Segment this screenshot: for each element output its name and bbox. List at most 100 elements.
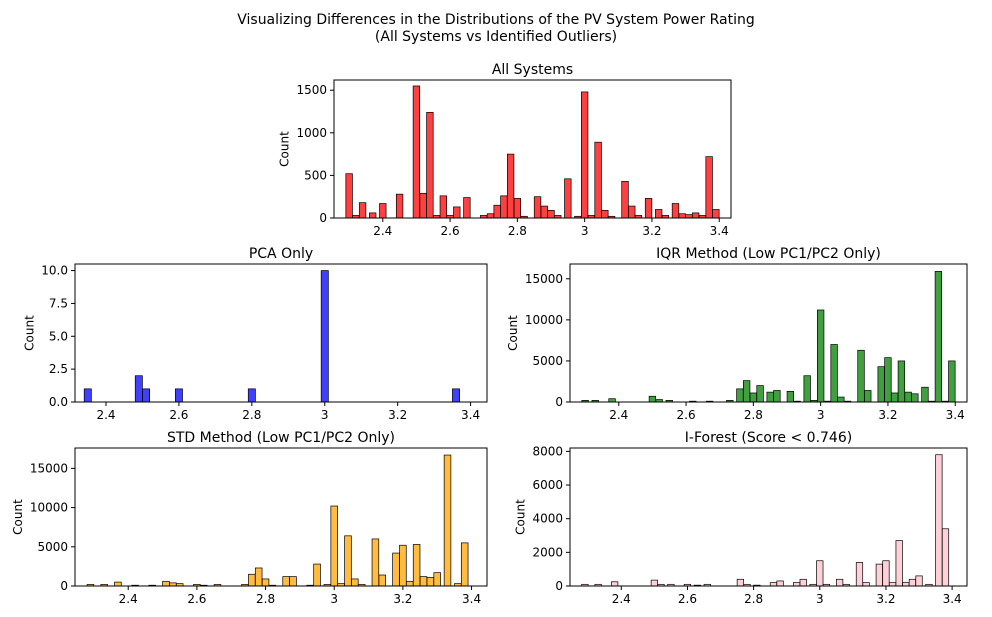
histogram-bar — [891, 392, 899, 403]
chart-all-systems: 2.4 2.6 2.8 3 3.2 3.4 0 500 1000 1500 All Systems C… — [277, 62, 732, 238]
y-tick-label: 1000 — [296, 126, 327, 140]
y-axis-label: Count — [506, 315, 520, 351]
histogram-bar — [628, 205, 636, 219]
y-tick-label: 5000 — [532, 354, 563, 368]
histogram-bar — [547, 209, 555, 219]
histogram-bar — [773, 390, 781, 403]
x-tick-label: 2.8 — [744, 408, 763, 422]
histogram-bar — [705, 156, 713, 219]
x-tick-label: 3.4 — [943, 592, 962, 606]
chart-title: IQR Method (Low PC1/PC2 Only) — [656, 246, 881, 262]
histogram-bar — [671, 203, 680, 219]
histogram-bar — [248, 573, 256, 587]
histogram-bar — [776, 580, 784, 587]
chart-title: I-Forest (Score < 0.746) — [685, 430, 852, 446]
histogram-bar — [460, 542, 469, 587]
histogram-bar — [344, 535, 352, 587]
histogram-bar — [816, 560, 824, 587]
histogram-bar — [345, 173, 353, 219]
histogram-bar — [433, 572, 441, 587]
histogram-bar — [533, 196, 542, 219]
histogram-bar — [261, 578, 270, 587]
histogram-bar — [486, 213, 495, 219]
x-tick-label: 3 — [581, 224, 589, 238]
histogram-bar — [254, 567, 263, 587]
histogram-bar — [358, 202, 367, 219]
histogram-bar — [769, 582, 778, 587]
histogram-bar — [855, 562, 864, 587]
histogram-bar — [378, 574, 387, 587]
x-tick-label: 2.6 — [678, 592, 697, 606]
histogram-bar — [313, 563, 321, 587]
histogram-bar — [289, 576, 297, 587]
chart-iqr-method: 2.4 2.6 2.8 3 3.2 3.4 0 5000 10000 15000 IQR Metho… — [506, 246, 968, 422]
histogram-bar — [875, 563, 883, 587]
histogram-bar — [412, 544, 421, 587]
histogram-bar — [282, 576, 290, 587]
histogram-bar — [493, 204, 501, 219]
histogram-bar — [247, 388, 256, 403]
x-tick-label: 2.8 — [256, 592, 275, 606]
x-tick-label: 2.4 — [612, 592, 631, 606]
x-tick-label: 2.6 — [677, 408, 696, 422]
histogram-bar — [816, 309, 825, 403]
histogram-bar — [162, 580, 170, 587]
histogram-bar — [862, 582, 870, 587]
x-tick-label: 3 — [816, 592, 824, 606]
x-tick-label: 3.2 — [642, 224, 661, 238]
y-tick-label: 7.5 — [49, 296, 68, 310]
histogram-bar — [766, 391, 774, 403]
histogram-bar — [330, 505, 338, 587]
y-tick-label: 10.0 — [41, 264, 68, 278]
histogram-bar — [830, 344, 838, 403]
y-tick-label: 15000 — [525, 272, 563, 286]
histogram-bar — [419, 192, 427, 219]
chart-i-forest: 2.4 2.6 2.8 3 3.2 3.4 0 2000 4000 6000 8000 I-Fores… — [513, 430, 968, 606]
histogram-bar — [379, 203, 387, 219]
chart-std-method: 2.4 2.6 2.8 3 3.2 3.4 0 5000 10000 15000 STD Metho… — [11, 430, 488, 606]
axes-frame — [569, 447, 968, 587]
y-tick-label: 8000 — [532, 444, 563, 458]
histogram-bar — [941, 528, 950, 587]
histogram-bar — [934, 271, 943, 403]
axes-frame — [333, 79, 732, 219]
histogram-bar — [580, 91, 589, 219]
y-axis-label: Count — [22, 315, 36, 351]
x-tick-label: 2.4 — [373, 224, 392, 238]
histogram-bar — [857, 349, 865, 403]
x-tick-label: 2.6 — [169, 408, 188, 422]
chart-title: All Systems — [492, 62, 573, 78]
x-tick-label: 3.2 — [388, 408, 407, 422]
histogram-bar — [174, 388, 183, 403]
histogram-bar — [736, 388, 744, 403]
histogram-bar — [895, 540, 903, 587]
y-tick-label: 6000 — [532, 478, 563, 492]
histogram-bar — [351, 578, 359, 587]
histogram-bar — [426, 577, 435, 587]
y-axis-label: Count — [513, 499, 527, 535]
histogram-bar — [142, 388, 151, 403]
x-tick-label: 2.8 — [242, 408, 261, 422]
y-axis-label: Count — [11, 499, 25, 535]
x-tick-label: 3.4 — [710, 224, 729, 238]
histogram-bar — [320, 270, 329, 403]
y-tick-label: 10000 — [525, 313, 563, 327]
histogram-bar — [83, 388, 92, 403]
histogram-bar — [395, 193, 404, 219]
histogram-bar — [742, 380, 751, 403]
histogram-bar — [369, 212, 377, 219]
histogram-bar — [452, 388, 460, 403]
x-tick-label: 2.4 — [609, 408, 628, 422]
histogram-bar — [506, 153, 515, 219]
histogram-bar — [412, 85, 421, 219]
histogram-bar — [594, 141, 602, 219]
histogram-bar — [540, 205, 548, 219]
chart-title: PCA Only — [249, 246, 313, 262]
x-tick-label: 3.4 — [461, 408, 480, 422]
histogram-bar — [799, 578, 807, 587]
histogram-bar — [897, 360, 906, 403]
x-tick-label: 3 — [817, 408, 825, 422]
histogram-bar — [904, 391, 912, 403]
y-tick-label: 0 — [555, 579, 563, 593]
histogram-bar — [463, 197, 471, 219]
